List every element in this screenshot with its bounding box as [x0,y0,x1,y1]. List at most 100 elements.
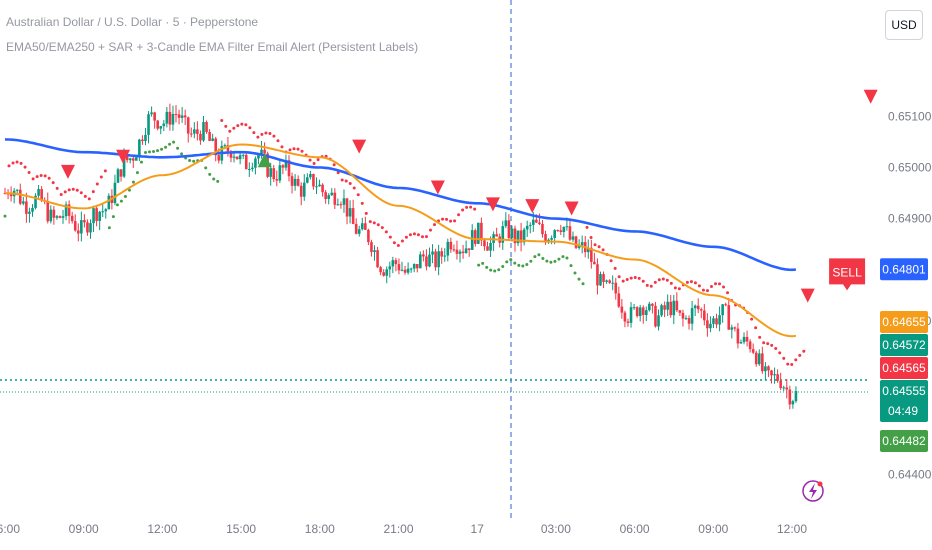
sar-dot [517,263,521,267]
sar-dot [228,129,232,133]
sar-dot [384,230,388,234]
sar-dot [123,194,127,198]
sar-dot [505,260,509,264]
candle-body [263,149,266,154]
sar-dot [585,225,589,229]
symbol-title: Australian Dollar / U.S. Dollar · 5 · Pe… [6,15,259,29]
candle-body [360,223,364,230]
sar-dot [67,188,71,192]
x-tick-label: 06:00 [0,522,20,536]
candle-body [721,304,724,316]
sell-label-box [829,258,866,291]
x-tick-label: 21:00 [383,522,413,536]
sar-dot [617,275,621,279]
sar-dot [248,126,252,130]
candle-body [596,264,599,286]
sar-dot [164,145,168,149]
sell-label-text: SELL [832,265,862,279]
candle-body [473,230,477,244]
countdown-text: 04:49 [888,404,918,418]
sar-dot [469,205,473,209]
candle-body [159,126,163,129]
sar-dot [545,259,549,263]
sar-dot [356,193,360,197]
price-label [880,357,928,379]
candle-body [443,255,447,257]
sar-dot [95,182,99,186]
candle-body [696,305,700,310]
sar-dot [657,278,661,282]
price-label-text: 0.64655 [882,315,926,329]
candle-body [345,198,349,217]
candle-body [712,318,715,324]
price-label [880,430,928,452]
candle-body [748,341,752,350]
candle-body [672,300,676,316]
candle-body [46,201,50,222]
sar-dot [457,213,461,217]
sar-dot [705,289,709,293]
candle-body [214,138,218,156]
candle-body [663,305,666,310]
sar-dot [208,172,212,176]
price-label-text: 0.64555 [882,384,926,398]
x-tick-label: 18:00 [305,522,335,536]
y-tick-label: 0.64400 [888,467,932,481]
sar-dot [404,235,408,239]
y-tick-label: 0.65000 [888,161,932,175]
sar-dot [441,217,445,221]
sar-dot [236,124,240,128]
sar-dot [754,326,758,330]
sar-dot [577,277,581,281]
candle-body [611,282,615,284]
candle-body [788,389,792,405]
candle-body [135,157,138,161]
sar-dot [103,169,107,173]
candle-body [76,230,80,234]
candle-body [791,401,795,405]
candle-body [727,305,731,330]
sar-dot [477,263,481,267]
lightning-icon[interactable] [802,480,824,502]
sar-dot [549,260,553,264]
candle-body [608,280,611,283]
sell-marker [800,288,815,303]
candle-body [687,318,691,324]
candle-body [269,168,272,177]
candle-body [177,114,181,118]
candle-body [400,269,404,271]
sar-dot [276,139,280,143]
candle-body [248,169,251,171]
candle-body [40,189,43,201]
candle-body [745,336,749,342]
candle-body [391,260,395,267]
sell-marker [352,139,367,154]
candle-body [599,274,602,286]
candle-body [394,260,398,265]
candle-body [568,226,572,240]
candle-body [580,242,584,246]
sar-dot [135,171,139,175]
candle-body [217,155,221,161]
sar-dot [332,163,336,167]
sar-dot [7,164,11,168]
candle-body [458,251,462,254]
sar-dot [115,203,119,207]
candle-body [293,178,297,186]
candle-body [452,249,456,251]
candle-body [794,391,798,402]
candle-body [754,352,758,365]
sar-dot [637,276,641,280]
candle-body [385,269,389,276]
sar-dot [99,175,103,179]
candle-body [553,230,556,238]
sar-dot [525,263,529,267]
candle-body [376,250,379,268]
sar-dot [445,217,449,221]
sar-dot [260,132,264,136]
candle-body [101,211,105,213]
candle-body [449,241,453,250]
candle-body [678,310,682,313]
currency-button[interactable]: USD [885,10,923,40]
